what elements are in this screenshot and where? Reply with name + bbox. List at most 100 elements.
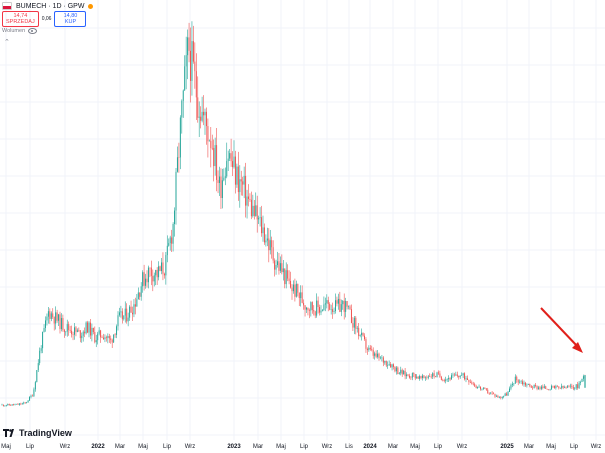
candle-body	[158, 266, 160, 278]
candle-body	[174, 210, 176, 224]
candle-body	[510, 384, 512, 389]
x-tick-label: Wrz	[59, 444, 71, 450]
candle-body	[445, 379, 447, 381]
candle-body	[129, 306, 131, 318]
candle-body	[488, 393, 490, 394]
eye-icon[interactable]	[28, 28, 38, 34]
collapse-chevron-icon[interactable]: ⌃	[4, 39, 10, 46]
candle-body	[398, 373, 400, 375]
candle-body	[427, 376, 429, 378]
candle-body	[461, 375, 463, 376]
candle-body	[580, 382, 582, 383]
candle-body	[52, 313, 54, 318]
candle-body	[176, 157, 178, 172]
candle-body	[327, 300, 329, 305]
candle-body	[187, 37, 189, 56]
buy-button[interactable]: 14,80 KUP	[54, 11, 87, 27]
candle-body	[581, 378, 583, 383]
tradingview-logo-icon	[3, 429, 14, 437]
candle-body	[10, 405, 12, 406]
candle-body	[33, 389, 35, 397]
candle-body	[511, 383, 513, 385]
candle-body	[369, 347, 371, 350]
x-tick-label: 2024	[363, 444, 377, 450]
candle-body	[317, 300, 319, 308]
candle-body	[117, 315, 119, 327]
candle-body	[236, 166, 238, 185]
candle-body	[451, 375, 452, 380]
candle-body	[59, 314, 61, 330]
candle-body	[24, 402, 26, 404]
candle-body	[78, 330, 80, 332]
candle-body	[385, 360, 387, 366]
candle-body	[198, 116, 200, 118]
candle-body	[439, 373, 441, 377]
candle-body	[527, 383, 529, 385]
candle-body	[452, 374, 454, 376]
candle-body	[419, 376, 421, 379]
candle-body	[126, 308, 128, 322]
buy-price: 14,80	[63, 13, 78, 19]
poland-flag-icon	[2, 2, 12, 10]
candle-body	[362, 332, 364, 336]
candle-body	[240, 179, 242, 182]
candle-body	[194, 61, 196, 72]
candle-body	[124, 308, 126, 316]
candle-body	[134, 304, 136, 307]
candle-body	[545, 386, 547, 389]
candle-body	[45, 320, 46, 329]
candle-body	[82, 331, 84, 336]
sell-button[interactable]: 14,74 SPRZEDAJ	[2, 11, 39, 27]
candle-body	[226, 161, 228, 177]
candle-body	[104, 337, 106, 340]
candle-body	[89, 322, 91, 336]
candle-body	[37, 363, 39, 371]
candle-body	[500, 396, 502, 398]
candle-body	[448, 378, 450, 380]
symbol-title[interactable]: BUMECH · 1D · GPW	[16, 2, 85, 10]
candle-body	[136, 299, 138, 307]
candle-body	[178, 157, 180, 158]
candle-body	[91, 327, 93, 336]
candle-body	[420, 376, 422, 379]
candle-body	[535, 384, 537, 386]
candle-body	[137, 292, 139, 300]
candle-body	[432, 373, 434, 377]
x-tick-label: Maj	[138, 444, 148, 450]
annotations	[540, 307, 583, 353]
candle-body	[555, 385, 557, 388]
candle-body	[340, 304, 342, 312]
candle-body	[342, 300, 344, 305]
candle-body	[548, 389, 550, 391]
candle-body	[163, 273, 165, 276]
candle-body	[462, 373, 464, 376]
time-axis[interactable]: Maj Lip Wrz 2022 Mar Maj Lip Wrz 2023 Mar Maj Lip Wr…	[0, 440, 605, 453]
candle-body	[285, 270, 287, 285]
candle-body	[429, 376, 431, 377]
candle-body	[549, 389, 551, 391]
candle-body	[440, 376, 442, 380]
x-tick-label: Lip	[25, 444, 35, 450]
candle-body	[53, 317, 55, 324]
candle-body	[449, 378, 451, 380]
candle-body	[495, 395, 497, 397]
candle-body	[252, 205, 254, 217]
candle-body	[171, 237, 173, 244]
candle-body	[565, 387, 567, 388]
candle-body	[382, 357, 384, 363]
candle-body	[414, 374, 416, 379]
candle-body	[132, 312, 133, 315]
candle-body	[182, 90, 184, 101]
candle-body	[490, 392, 492, 394]
candle-body	[146, 278, 148, 283]
candle-body	[472, 383, 474, 385]
candle-body	[290, 280, 292, 288]
candle-body	[481, 388, 483, 390]
candle-body	[294, 284, 296, 297]
candle-body	[71, 330, 73, 335]
candle-body	[227, 158, 229, 162]
candle-body	[46, 316, 48, 321]
candle-body	[60, 318, 62, 330]
candle-body	[345, 301, 347, 312]
